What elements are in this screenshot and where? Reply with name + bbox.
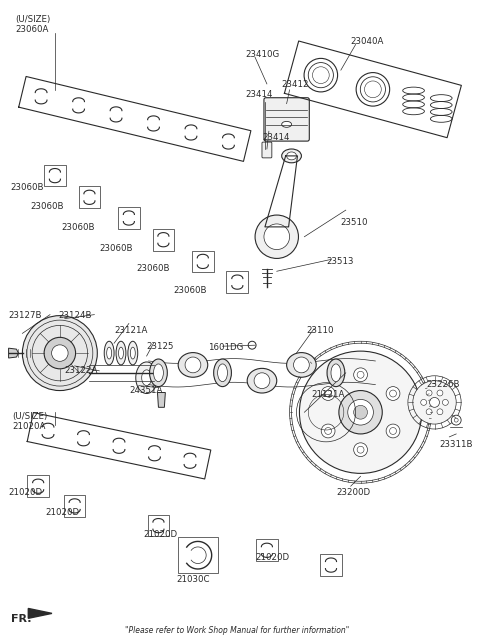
Circle shape [420,399,427,405]
Circle shape [354,405,368,419]
Circle shape [321,424,335,438]
Text: 23060A: 23060A [15,25,49,34]
FancyBboxPatch shape [262,142,272,158]
Circle shape [430,397,440,407]
Circle shape [437,409,443,415]
Text: (U/SIZE): (U/SIZE) [12,412,48,421]
Ellipse shape [287,353,316,377]
Circle shape [300,351,422,474]
Circle shape [426,390,432,396]
Ellipse shape [119,347,123,359]
Text: 1601DG: 1601DG [208,343,243,352]
FancyBboxPatch shape [264,98,309,141]
Text: 23414: 23414 [262,133,289,142]
Polygon shape [9,348,18,358]
Ellipse shape [331,364,341,381]
Text: 21121A: 21121A [311,390,345,399]
Text: 23311B: 23311B [440,440,473,449]
Text: 21020D: 21020D [9,488,43,497]
Circle shape [437,390,443,396]
Circle shape [264,224,289,250]
Ellipse shape [327,359,345,387]
Text: "Please refer to Work Shop Manual for further information": "Please refer to Work Shop Manual for fu… [125,626,349,635]
Text: 23124B: 23124B [58,310,91,320]
Text: 23060B: 23060B [99,244,133,253]
Text: 23121A: 23121A [114,326,147,335]
Circle shape [339,390,382,434]
Circle shape [321,387,335,401]
Ellipse shape [128,341,138,365]
Text: 21020A: 21020A [12,422,46,431]
Text: 21020D: 21020D [255,553,289,562]
Ellipse shape [104,341,114,365]
Text: 23513: 23513 [326,257,354,266]
Ellipse shape [142,370,152,386]
Circle shape [354,443,368,456]
Text: 23410G: 23410G [245,51,279,60]
Text: 21020D: 21020D [144,529,178,539]
Text: 23414: 23414 [245,90,273,99]
Ellipse shape [150,359,168,387]
Text: 23110: 23110 [306,326,334,335]
Ellipse shape [154,364,163,381]
Ellipse shape [247,369,277,393]
Circle shape [443,399,448,405]
Circle shape [23,316,97,390]
Text: FR.: FR. [11,614,31,625]
Circle shape [255,215,299,259]
Ellipse shape [214,359,231,387]
Ellipse shape [131,347,135,359]
Text: 23510: 23510 [341,218,368,227]
Circle shape [248,341,256,349]
Circle shape [185,357,201,373]
Text: 23122A: 23122A [65,366,98,375]
Text: 21020D: 21020D [45,508,79,517]
Text: 23040A: 23040A [351,36,384,45]
Polygon shape [157,392,165,407]
Circle shape [354,368,368,381]
Text: 23060B: 23060B [11,182,44,191]
Text: 23226B: 23226B [427,380,460,388]
Ellipse shape [107,347,112,359]
Circle shape [451,415,461,425]
Text: 23125: 23125 [146,342,174,351]
Circle shape [386,387,400,401]
Circle shape [426,409,432,415]
Circle shape [348,399,373,425]
Text: 23060B: 23060B [30,202,64,211]
Text: 23200D: 23200D [336,488,370,497]
Text: 21030C: 21030C [176,575,210,584]
Ellipse shape [287,152,297,160]
Text: (U/SIZE): (U/SIZE) [15,15,51,24]
Circle shape [386,424,400,438]
Ellipse shape [178,353,208,377]
Circle shape [294,357,309,373]
Ellipse shape [282,122,291,127]
Circle shape [413,381,456,424]
Circle shape [52,345,68,362]
Text: 23060B: 23060B [173,286,207,295]
Ellipse shape [217,364,228,381]
Text: 23412: 23412 [282,80,309,89]
Text: 23060B: 23060B [62,223,96,232]
Text: 23060B: 23060B [137,264,170,273]
Ellipse shape [282,149,301,163]
Text: 23127B: 23127B [9,310,42,320]
Polygon shape [28,609,52,618]
Text: 24351A: 24351A [129,386,162,395]
Circle shape [254,373,270,388]
Ellipse shape [116,341,126,365]
Ellipse shape [136,362,157,394]
Circle shape [44,337,75,369]
